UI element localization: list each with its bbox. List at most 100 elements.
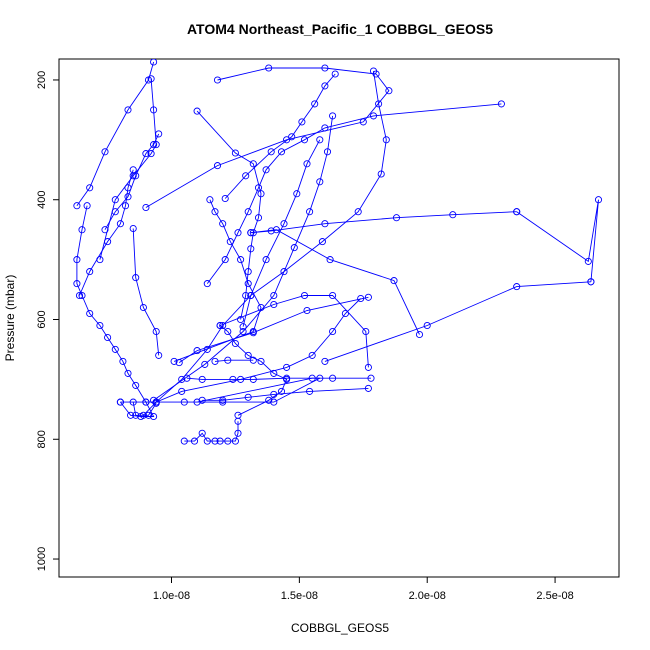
data-point <box>132 411 140 419</box>
data-point <box>364 363 372 371</box>
series-1 <box>216 321 291 419</box>
x-tick-label: 2.0e-08 <box>409 590 446 602</box>
data-point <box>277 387 286 395</box>
data-point <box>116 220 124 228</box>
series-line <box>250 229 420 335</box>
data-point <box>86 268 94 276</box>
data-point <box>86 184 94 192</box>
data-point <box>124 184 132 192</box>
data-point <box>219 398 227 406</box>
series-0 <box>180 417 242 445</box>
data-point <box>290 244 298 252</box>
data-point <box>86 309 94 318</box>
data-point <box>323 148 332 156</box>
data-point <box>329 327 337 336</box>
series-line <box>202 387 369 401</box>
data-point <box>239 327 247 336</box>
data-point <box>254 214 263 222</box>
data-point <box>150 106 158 114</box>
data-point <box>242 172 250 180</box>
data-point <box>203 280 211 288</box>
data-point <box>584 257 592 265</box>
series-line <box>99 78 157 260</box>
data-point <box>367 374 375 382</box>
data-point <box>306 387 314 395</box>
data-point <box>513 208 521 216</box>
y-tick-label: 600 <box>36 310 48 328</box>
data-point <box>224 437 232 445</box>
data-point <box>364 384 372 392</box>
series-line <box>178 296 369 363</box>
data-point <box>111 345 119 353</box>
data-point <box>234 411 242 419</box>
series-line <box>79 169 134 296</box>
data-point <box>73 256 81 264</box>
data-point <box>277 148 286 156</box>
data-point <box>75 291 84 300</box>
data-point <box>211 437 219 445</box>
series-layer <box>73 59 603 445</box>
series-24 <box>183 374 375 383</box>
data-point <box>244 208 252 216</box>
series-20 <box>513 196 603 286</box>
data-point <box>111 196 119 204</box>
series-line <box>76 61 155 206</box>
data-point <box>224 327 232 336</box>
data-point <box>219 220 227 228</box>
series-line <box>145 67 390 208</box>
data-point <box>362 327 370 336</box>
data-point <box>129 398 137 406</box>
data-point <box>364 293 372 301</box>
data-point <box>298 118 306 126</box>
data-point <box>180 437 188 445</box>
data-point <box>369 112 378 120</box>
series-line <box>324 281 591 362</box>
data-point <box>382 136 390 144</box>
data-point <box>147 150 155 158</box>
data-point <box>377 170 385 178</box>
data-point <box>73 280 81 288</box>
y-tick-label: 200 <box>36 71 48 89</box>
data-point <box>211 357 219 365</box>
data-point <box>415 330 424 339</box>
series-line <box>153 115 334 401</box>
data-point <box>497 100 505 108</box>
x-tick-label: 1.0e-08 <box>153 590 190 602</box>
data-point <box>272 226 280 234</box>
series-line <box>219 325 288 416</box>
series-line <box>132 228 160 356</box>
data-point <box>221 256 229 264</box>
data-point <box>139 303 147 312</box>
data-point <box>270 390 278 398</box>
series-line <box>173 199 262 362</box>
data-point <box>152 141 160 149</box>
data-point <box>321 82 329 90</box>
y-axis-label: Pressure (mbar) <box>3 275 17 362</box>
data-point <box>249 160 257 168</box>
data-point <box>198 375 206 383</box>
data-point <box>121 202 130 210</box>
series-2 <box>170 196 265 365</box>
data-point <box>78 226 86 234</box>
data-point <box>229 375 237 383</box>
series-6 <box>96 75 160 264</box>
data-point <box>244 280 252 288</box>
data-point <box>237 256 245 264</box>
plot-frame <box>58 58 620 578</box>
data-point <box>392 214 401 222</box>
series-4 <box>116 374 324 419</box>
data-point <box>170 357 178 365</box>
data-point <box>178 387 186 395</box>
data-point <box>231 437 239 445</box>
data-point <box>283 136 291 144</box>
data-point <box>513 283 521 291</box>
data-point <box>316 136 324 144</box>
data-point <box>254 184 263 192</box>
data-point <box>326 256 334 264</box>
data-point <box>237 315 245 324</box>
data-point <box>262 256 270 264</box>
data-point <box>150 412 158 421</box>
series-line <box>206 103 502 284</box>
data-point <box>152 398 160 406</box>
y-tick-label: 800 <box>36 430 48 448</box>
